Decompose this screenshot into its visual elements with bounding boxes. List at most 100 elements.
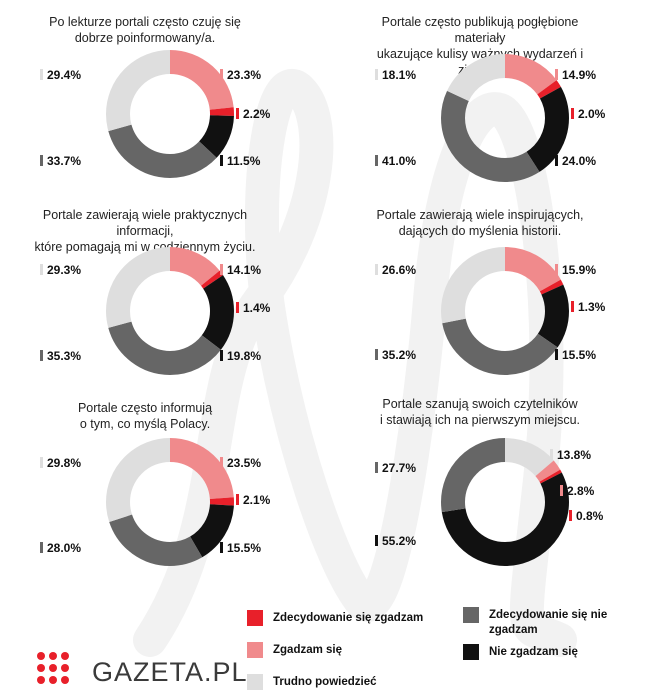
pct-label-strongly-disagree: 33.7% [40, 154, 81, 168]
label-swatch [220, 457, 223, 468]
label-swatch [40, 69, 43, 80]
chart-title: Portale często publikują pogłębione mate… [376, 15, 584, 77]
legend-swatch [463, 607, 479, 623]
donut-slice-disagree [441, 438, 569, 566]
chart-panel: Portale zawierają wiele inspirujących, d… [355, 193, 655, 383]
label-swatch [220, 350, 223, 361]
pct-label-neutral: 29.8% [40, 456, 81, 470]
pct-label-strongly-agree: 2.1% [236, 493, 270, 507]
label-swatch [560, 485, 563, 496]
label-swatch [571, 301, 574, 312]
legend-swatch [247, 642, 263, 658]
pct-label-strongly-disagree: 35.2% [375, 348, 416, 362]
label-swatch [555, 155, 558, 166]
pct-label-agree: 2.8% [560, 484, 594, 498]
donut-slice-strongly-disagree [106, 438, 234, 566]
pct-label-agree: 15.9% [555, 263, 596, 277]
donut-chart [441, 438, 569, 566]
label-swatch [40, 264, 43, 275]
pct-label-agree: 23.5% [220, 456, 261, 470]
pct-label-strongly-agree: 1.3% [571, 300, 605, 314]
pct-label-strongly-agree: 1.4% [236, 301, 270, 315]
donut-chart [441, 247, 569, 375]
pct-label-strongly-agree: 2.0% [571, 107, 605, 121]
pct-label-strongly-disagree: 27.7% [375, 461, 416, 475]
legend-swatch [247, 610, 263, 626]
chart-title: Portale często informują o tym, co myślą… [77, 401, 213, 431]
label-swatch [555, 349, 558, 360]
chart-panel: Portale zawierają wiele praktycznych inf… [20, 193, 330, 383]
donut-slice-strongly-disagree [441, 54, 569, 182]
legend-swatch [463, 644, 479, 660]
pct-label-neutral: 29.4% [40, 68, 81, 82]
pct-label-neutral: 29.3% [40, 263, 81, 277]
pct-label-disagree: 19.8% [220, 349, 261, 363]
donut-chart [106, 247, 234, 375]
pct-label-strongly-agree: 2.2% [236, 107, 270, 121]
pct-label-neutral: 13.8% [550, 448, 591, 462]
donut-slice-neutral [441, 54, 569, 182]
pct-label-neutral: 18.1% [375, 68, 416, 82]
pct-label-disagree: 15.5% [555, 348, 596, 362]
chart-title: Po lekturze portali często czuję się dob… [49, 15, 241, 45]
pct-label-agree: 23.3% [220, 68, 261, 82]
donut-slice-strongly-agree [106, 50, 234, 178]
label-swatch [375, 264, 378, 275]
brand-name: GAZETA.PL [92, 657, 248, 687]
label-swatch [236, 494, 239, 505]
pct-label-strongly-disagree: 28.0% [40, 541, 81, 555]
label-swatch [569, 510, 572, 521]
pct-label-strongly-disagree: 35.3% [40, 349, 81, 363]
donut-slice-strongly-disagree [441, 438, 569, 566]
label-swatch [220, 264, 223, 275]
donut-slice-disagree [441, 54, 569, 182]
label-swatch [375, 535, 378, 546]
donut-slice-neutral [441, 247, 569, 375]
donut-slice-neutral [106, 438, 234, 566]
chart-panel: Portale szanują swoich czytelników i sta… [355, 382, 655, 572]
label-swatch [375, 349, 378, 360]
label-swatch [220, 155, 223, 166]
label-swatch [220, 69, 223, 80]
donut-slice-strongly-disagree [106, 50, 234, 178]
donut-chart [106, 438, 234, 566]
label-swatch [555, 264, 558, 275]
pct-label-agree: 14.1% [220, 263, 261, 277]
label-swatch [236, 302, 239, 313]
label-swatch [550, 449, 553, 460]
donut-slice-disagree [441, 247, 569, 375]
chart-panel: Po lekturze portali często czuję się dob… [20, 0, 330, 190]
label-swatch [40, 350, 43, 361]
legend-swatch [247, 674, 263, 690]
label-swatch [40, 542, 43, 553]
pct-label-agree: 14.9% [555, 68, 596, 82]
pct-label-strongly-agree: 0.8% [569, 509, 603, 523]
donut-slice-strongly-agree [106, 438, 234, 566]
label-swatch [375, 462, 378, 473]
donut-chart [106, 50, 234, 178]
chart-title: Portale szanują swoich czytelników i sta… [379, 397, 581, 427]
pct-label-disagree: 15.5% [220, 541, 261, 555]
gazeta-dots-logo-icon [37, 652, 69, 684]
chart-title: Portale zawierają wiele praktycznych inf… [34, 208, 256, 254]
pct-label-disagree: 11.5% [220, 154, 260, 168]
label-swatch [375, 155, 378, 166]
donut-slice-strongly-disagree [106, 247, 234, 375]
pct-label-disagree: 55.2% [375, 534, 416, 548]
label-swatch [40, 155, 43, 166]
chart-panel: Portale często publikują pogłębione mate… [355, 0, 655, 190]
label-swatch [236, 108, 239, 119]
donut-chart [441, 54, 569, 182]
chart-panel: Portale często informują o tym, co myślą… [20, 386, 330, 576]
label-swatch [220, 542, 223, 553]
chart-title: Portale zawierają wiele inspirujących, d… [376, 208, 584, 238]
label-swatch [40, 457, 43, 468]
pct-label-strongly-disagree: 41.0% [375, 154, 416, 168]
donut-slice-neutral [106, 50, 234, 178]
donut-slice-strongly-disagree [441, 247, 569, 375]
pct-label-disagree: 24.0% [555, 154, 596, 168]
label-swatch [571, 108, 574, 119]
label-swatch [375, 69, 378, 80]
donut-slice-neutral [106, 247, 234, 375]
label-swatch [555, 69, 558, 80]
